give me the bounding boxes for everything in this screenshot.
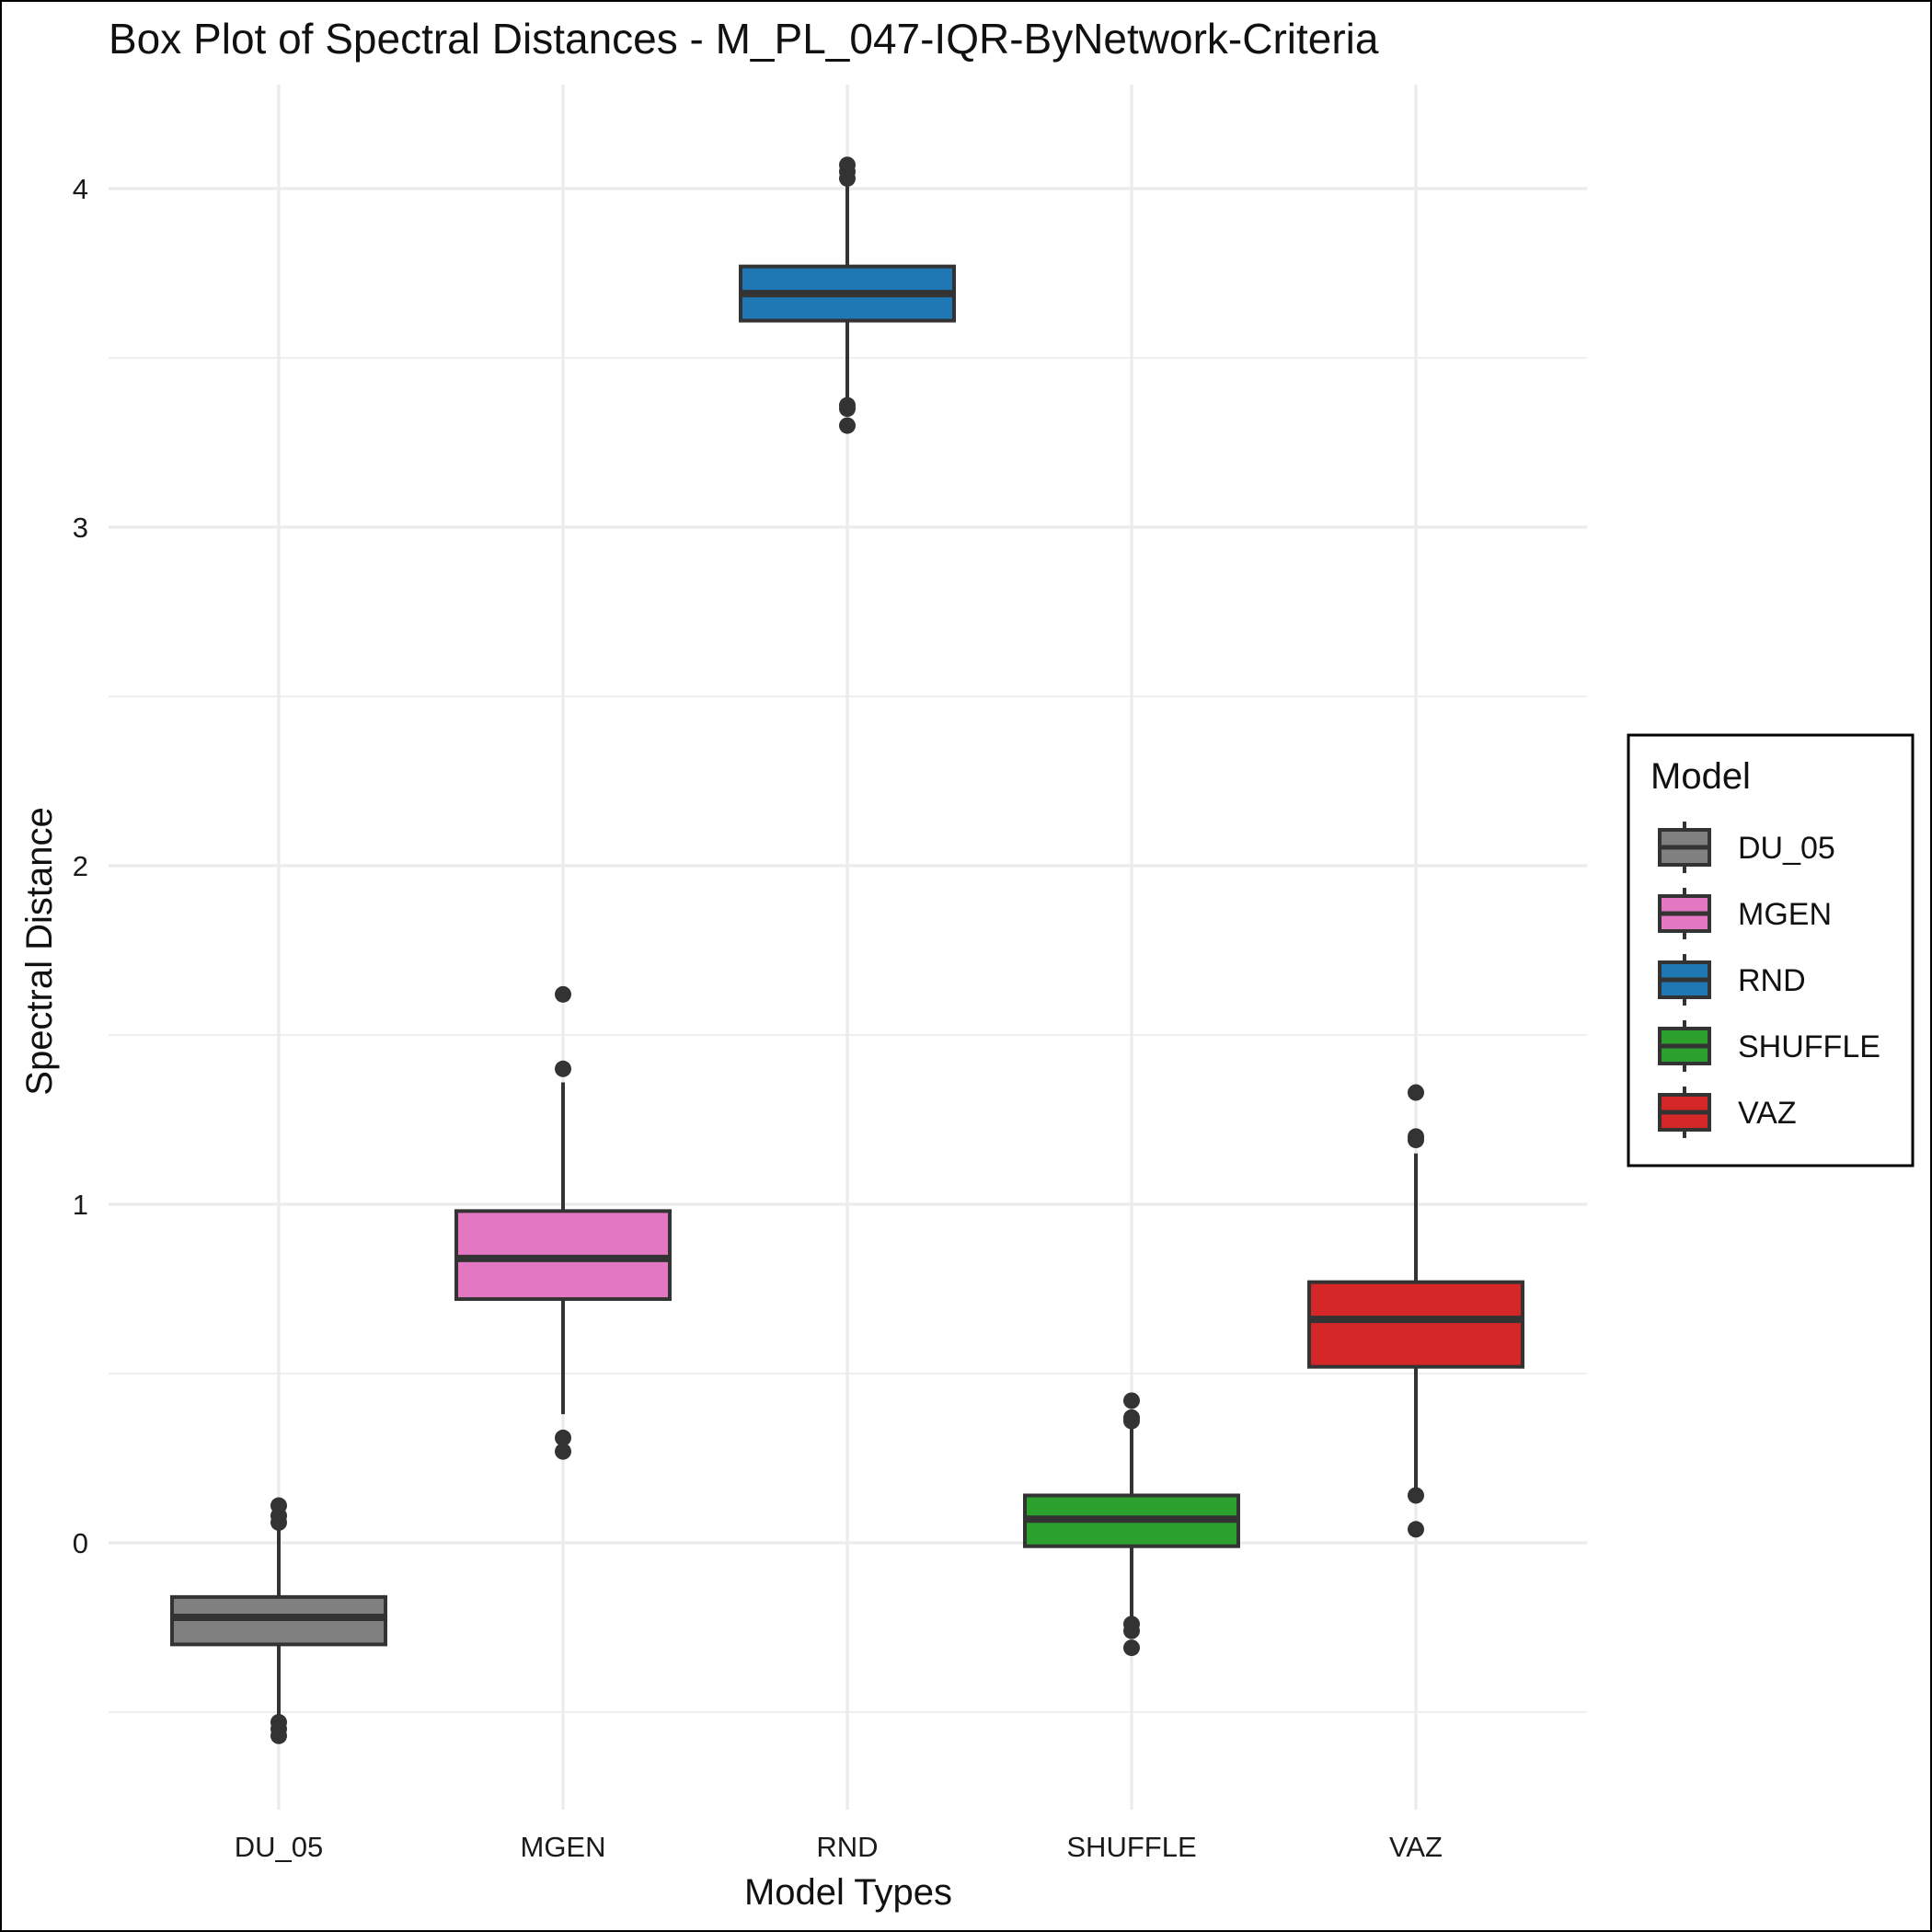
legend: Model DU_05 MGEN RND SHUFFLE VAZ: [1627, 733, 1915, 1167]
x-tick-label: RND: [816, 1831, 878, 1863]
box-vaz: [1307, 1084, 1524, 1538]
outlier-point: [270, 1727, 287, 1744]
legend-label: DU_05: [1738, 831, 1835, 866]
legend-title: Model: [1650, 756, 1751, 797]
x-axis-ticks: DU_05 MGEN RND SHUFFLE VAZ: [235, 1831, 1443, 1863]
outlier-point: [1123, 1639, 1140, 1657]
legend-label: SHUFFLE: [1738, 1029, 1880, 1064]
x-tick-label: MGEN: [521, 1831, 606, 1863]
legend-item-shuffle: SHUFFLE: [1658, 1020, 1880, 1072]
outlier-point: [839, 400, 856, 418]
legend-item-du-05: DU_05: [1658, 822, 1835, 873]
chart-title: Box Plot of Spectral Distances - M_PL_04…: [109, 15, 1379, 63]
box-du-05: [170, 1497, 387, 1744]
iqr-box: [1307, 1280, 1524, 1369]
box-shuffle: [1023, 1392, 1240, 1657]
x-tick-label: VAZ: [1389, 1831, 1443, 1863]
box-rnd: [739, 156, 956, 434]
legend-label: MGEN: [1738, 897, 1832, 932]
legend-entries: DU_05 MGEN RND SHUFFLE VAZ: [1658, 822, 1880, 1138]
legend-item-mgen: MGEN: [1658, 888, 1832, 939]
outlier-point: [555, 1443, 571, 1460]
outlier-point: [555, 1060, 571, 1077]
outlier-point: [555, 1429, 571, 1446]
outlier-point: [1123, 1622, 1140, 1639]
plot-boxes: [170, 156, 1524, 1744]
y-tick-label: 4: [73, 173, 88, 205]
y-axis-title: Spectral Distance: [19, 807, 60, 1095]
outlier-point: [839, 169, 856, 187]
outlier-point: [270, 1513, 287, 1531]
outlier-point: [1408, 1521, 1424, 1538]
x-tick-label: DU_05: [235, 1831, 324, 1863]
box-mgen: [454, 985, 672, 1460]
y-tick-label: 1: [73, 1189, 88, 1221]
y-tick-label: 0: [73, 1527, 88, 1559]
legend-item-rnd: RND: [1658, 954, 1806, 1006]
outlier-point: [555, 985, 571, 1003]
x-axis-title: Model Types: [744, 1872, 952, 1913]
outlier-point: [1408, 1084, 1424, 1101]
legend-label: RND: [1738, 963, 1806, 998]
outlier-point: [839, 417, 856, 434]
outlier-point: [1408, 1132, 1424, 1149]
outlier-point: [1123, 1392, 1140, 1409]
x-tick-label: SHUFFLE: [1066, 1831, 1196, 1863]
legend-item-vaz: VAZ: [1658, 1087, 1797, 1138]
y-tick-label: 3: [73, 512, 88, 544]
outlier-point: [1408, 1487, 1424, 1504]
outlier-point: [1123, 1412, 1140, 1430]
y-axis-ticks: 0 1 2 3 4: [73, 173, 88, 1559]
legend-label: VAZ: [1738, 1096, 1797, 1131]
y-tick-label: 2: [73, 850, 88, 882]
